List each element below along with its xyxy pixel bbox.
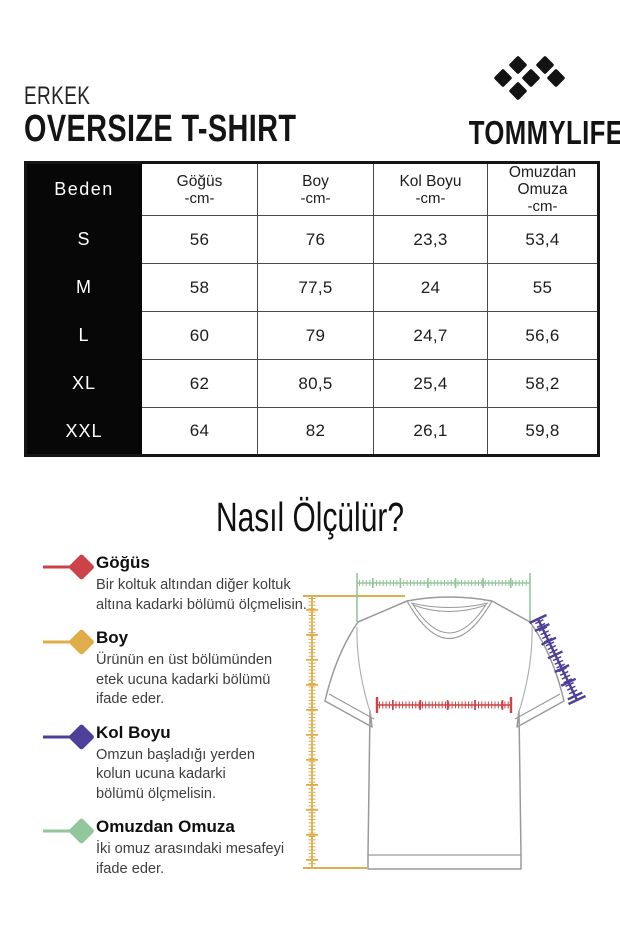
table-row: M 58 77,5 24 55 xyxy=(25,263,599,312)
table-row: L 60 79 24,7 56,6 xyxy=(25,311,599,360)
value-cell: 64 xyxy=(141,407,258,456)
legend-description: İki omuz arasındaki mesafeyi ifade eder. xyxy=(96,841,285,877)
legend-title: Boy xyxy=(96,628,129,647)
size-table: Beden Göğüs -cm- Boy -cm- Kol Boyu -cm- Omu… xyxy=(24,161,600,457)
value-cell: 76 xyxy=(257,215,374,264)
value-cell: 58,2 xyxy=(487,359,599,408)
brand-diamonds-icon xyxy=(494,56,565,100)
chest-ruler xyxy=(375,697,513,713)
legend-title: Omuzdan Omuza xyxy=(96,817,235,836)
legend-item-shoulder: Omuzdan Omuza İki omuz arasındaki mesafe… xyxy=(40,817,316,879)
sleeve-ruler xyxy=(528,613,587,706)
legend-title: Kol Boyu xyxy=(96,722,171,742)
shoulder-ruler xyxy=(356,573,531,622)
legend-description: Bir koltuk altından diğer koltuk altına … xyxy=(96,577,307,613)
chest-diamond-icon xyxy=(43,554,94,580)
length-ruler xyxy=(303,595,405,869)
size-label: L xyxy=(25,311,142,360)
size-label: XL xyxy=(25,359,142,408)
value-cell: 82 xyxy=(257,407,374,456)
value-cell: 79 xyxy=(257,311,374,360)
value-cell: 56 xyxy=(141,215,258,264)
value-cell: 62 xyxy=(141,359,258,408)
shoulder-diamond-icon xyxy=(43,818,94,844)
how-to-measure-title: Nasıl Ölçülür? xyxy=(216,494,404,540)
brand-logo: TOMMYLIFE xyxy=(452,51,620,151)
value-cell: 55 xyxy=(487,263,599,312)
value-cell: 24,7 xyxy=(373,311,488,360)
length-diamond-icon xyxy=(43,629,94,655)
col-header-shoulder: Omuzdan Omuza -cm- xyxy=(487,162,599,216)
col-header-sleeve: Kol Boyu -cm- xyxy=(373,162,488,216)
product-title: OVERSIZE T-SHIRT xyxy=(24,108,297,150)
category-label: ERKEK xyxy=(24,82,91,110)
size-col-header: Beden xyxy=(25,162,142,216)
tshirt-outline xyxy=(324,596,565,870)
legend-item-length: Boy Ürünün en üst bölümünden etek ucuna … xyxy=(40,628,316,710)
col-header-length: Boy -cm- xyxy=(257,162,374,216)
table-row: XXL 64 82 26,1 59,8 xyxy=(25,407,599,456)
value-cell: 60 xyxy=(141,311,258,360)
value-cell: 56,6 xyxy=(487,311,599,360)
legend-item-chest: Göğüs Bir koltuk altından diğer koltuk a… xyxy=(40,553,316,615)
legend-description: Omzun başladığı yerden kolun ucuna kadar… xyxy=(96,746,255,802)
brand-name: TOMMYLIFE xyxy=(468,114,620,151)
table-header-row: Beden Göğüs -cm- Boy -cm- Kol Boyu -cm- Omu… xyxy=(25,162,599,216)
table-row: XL 62 80,5 25,4 58,2 xyxy=(25,359,599,408)
value-cell: 26,1 xyxy=(373,407,488,456)
legend-description: Ürünün en üst bölümünden etek ucuna kada… xyxy=(96,652,273,707)
size-label: XXL xyxy=(25,407,142,456)
size-label: S xyxy=(25,215,142,264)
measurement-legend: Göğüs Bir koltuk altından diğer koltuk a… xyxy=(40,553,316,892)
value-cell: 24 xyxy=(373,263,488,312)
value-cell: 77,5 xyxy=(257,263,374,312)
value-cell: 59,8 xyxy=(487,407,599,456)
value-cell: 25,4 xyxy=(373,359,488,408)
value-cell: 23,3 xyxy=(373,215,488,264)
legend-item-sleeve: Kol Boyu Omzun başladığı yerden kolun uc… xyxy=(40,723,316,805)
size-label: M xyxy=(25,263,142,312)
value-cell: 58 xyxy=(141,263,258,312)
value-cell: 53,4 xyxy=(487,215,599,264)
col-header-chest: Göğüs -cm- xyxy=(141,162,258,216)
legend-title: Göğüs xyxy=(96,553,150,572)
value-cell: 80,5 xyxy=(257,359,374,408)
tshirt-measurement-diagram xyxy=(303,573,587,870)
sleeve-diamond-icon xyxy=(43,724,94,749)
table-row: S 56 76 23,3 53,4 xyxy=(25,215,599,264)
